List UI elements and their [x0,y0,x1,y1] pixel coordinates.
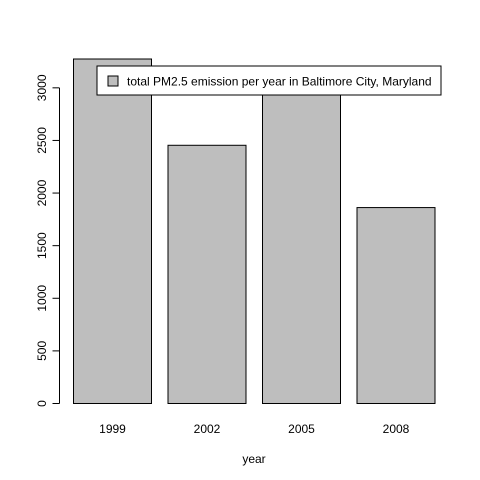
y-tick-label: 3000 [35,74,49,101]
legend-label: total PM2.5 emission per year in Baltimo… [127,75,432,89]
x-category-label: 2008 [383,422,410,436]
bar-2005 [262,77,341,405]
y-axis: 0 500 1000 1500 2000 2500 3000 [35,74,60,407]
bars [73,58,436,405]
y-tick-label: 1500 [35,232,49,259]
legend: total PM2.5 emission per year in Baltimo… [96,65,442,96]
x-category-label: 2002 [194,422,221,436]
x-axis-title: year [242,452,265,466]
x-category-label: 1999 [99,422,126,436]
category-labels: 1999 2002 2005 2008 [99,422,410,436]
y-tick-label: 500 [35,341,49,361]
x-category-label: 2005 [288,422,315,436]
bar-2002 [167,144,247,404]
bar-1999 [73,58,152,404]
bar-2008 [356,207,436,404]
y-tick-label: 1000 [35,285,49,312]
y-tick-label: 2500 [35,127,49,154]
y-tick-label: 0 [35,400,49,407]
legend-swatch [107,75,119,87]
legend-box [96,65,442,96]
y-tick-label: 2000 [35,179,49,206]
